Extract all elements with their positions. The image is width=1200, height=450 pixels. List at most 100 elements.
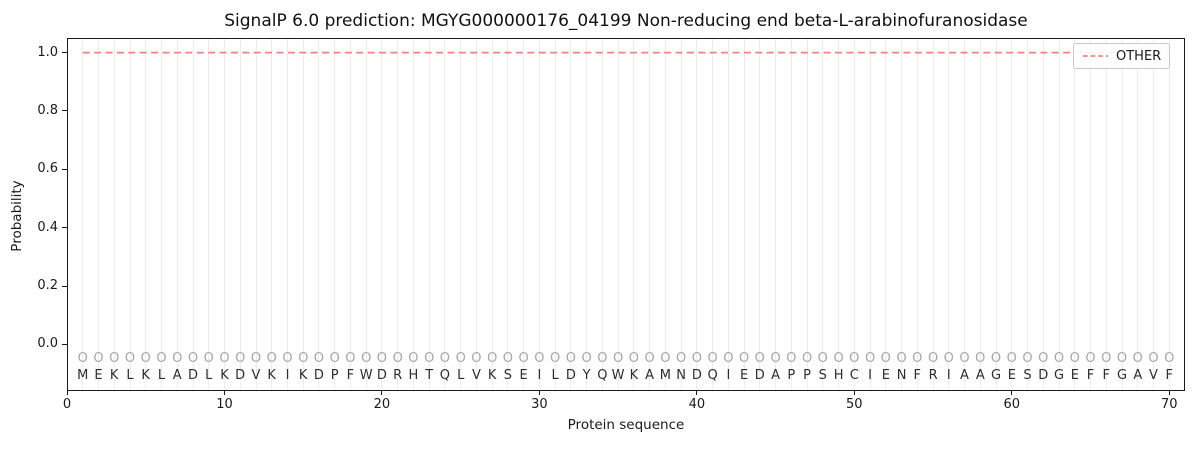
residue-marker: O	[1053, 351, 1065, 367]
residue-letter: C	[849, 368, 859, 384]
y-tick-label: 0.2	[37, 278, 58, 293]
residue-letter: G	[1053, 368, 1065, 384]
residue-letter: S	[503, 368, 513, 384]
chart-title: SignalP 6.0 prediction: MGYG000000176_04…	[224, 11, 1028, 31]
residue-marker: O	[707, 351, 718, 367]
residue-marker: O	[250, 351, 262, 367]
residue-marker: O	[1006, 351, 1017, 367]
residue-letter: N	[896, 368, 907, 384]
residue-marker: O	[93, 351, 104, 367]
gridline	[349, 38, 351, 391]
y-tick-mark	[62, 343, 67, 345]
x-tick-mark	[381, 391, 383, 395]
residue-marker: O	[1038, 351, 1049, 367]
residue-letter: A	[172, 368, 182, 384]
gridline	[948, 38, 950, 391]
residue-marker: O	[1116, 351, 1128, 367]
residue-marker: O	[597, 351, 608, 367]
y-tick-mark	[62, 110, 67, 112]
residue-letter: F	[913, 368, 922, 384]
residue-letter: G	[1116, 368, 1128, 384]
gridline	[208, 38, 210, 391]
gridline	[995, 38, 997, 391]
residue-letter: E	[519, 368, 528, 384]
gridline	[617, 38, 619, 391]
gridline	[885, 38, 887, 391]
residue-letter: I	[946, 368, 951, 384]
x-tick-mark	[538, 391, 540, 395]
residue-letter: I	[285, 368, 290, 384]
residue-letter: K	[109, 368, 119, 384]
residue-marker: O	[1085, 351, 1096, 367]
x-tick-mark	[1168, 391, 1170, 395]
residue-letter: F	[1165, 368, 1174, 384]
residue-marker: O	[266, 351, 277, 367]
gridline	[775, 38, 777, 391]
residue-marker: O	[990, 351, 1002, 367]
residue-marker: O	[660, 351, 671, 367]
y-tick-label: 0.6	[37, 161, 58, 177]
residue-letter: L	[157, 368, 166, 384]
residue-letter: E	[94, 368, 103, 384]
residue-marker: O	[361, 351, 372, 367]
residue-letter: E	[1070, 368, 1079, 384]
gridline	[444, 38, 446, 391]
gridline	[727, 38, 729, 391]
gridline	[932, 38, 934, 391]
gridline	[1121, 38, 1123, 391]
residue-letter: L	[551, 368, 559, 384]
residue-marker: O	[927, 351, 939, 367]
residue-letter: D	[565, 368, 576, 384]
residue-marker: O	[801, 351, 813, 367]
gridline	[822, 38, 824, 391]
x-tick-mark	[1011, 391, 1013, 395]
residue-marker: O	[1101, 351, 1112, 367]
gridline	[302, 38, 304, 391]
residue-marker: O	[408, 351, 419, 367]
legend-label: OTHER	[1116, 48, 1162, 64]
residue-letter: W	[611, 368, 625, 384]
y-tick-label: 0.4	[37, 219, 58, 235]
x-tick-mark	[224, 391, 225, 395]
x-tick-mark	[66, 391, 68, 395]
residue-marker: O	[912, 351, 923, 367]
residue-letter: H	[408, 368, 419, 384]
residue-letter: I	[868, 368, 873, 384]
residue-marker: O	[345, 351, 356, 367]
gridline	[224, 38, 225, 391]
gridline	[853, 38, 855, 391]
gridline	[176, 38, 178, 391]
residue-letter: K	[267, 368, 276, 384]
gridline	[397, 38, 399, 391]
residue-letter: N	[676, 368, 686, 384]
residue-marker: O	[1022, 351, 1033, 367]
residue-marker: O	[817, 351, 828, 367]
residue-marker: O	[298, 351, 309, 367]
gridline	[570, 38, 572, 391]
gridline	[790, 38, 792, 391]
residue-marker: O	[424, 351, 435, 367]
residue-marker: O	[959, 351, 970, 367]
residue-letter: A	[1133, 368, 1143, 384]
residue-letter: D	[187, 368, 198, 384]
residue-letter: H	[833, 368, 844, 384]
residue-letter: P	[803, 368, 812, 384]
residue-letter: Q	[707, 368, 718, 384]
gridline	[1027, 38, 1028, 391]
gridline	[633, 38, 635, 391]
residue-letter: V	[251, 368, 261, 384]
gridline	[964, 38, 965, 391]
gridline	[161, 38, 162, 391]
gridline	[1074, 38, 1076, 391]
gridline	[1137, 38, 1139, 391]
residue-marker: O	[1132, 351, 1143, 367]
gridline	[1058, 38, 1060, 391]
y-tick-label: 1.0	[37, 44, 58, 60]
residue-marker: O	[581, 351, 592, 367]
x-tick-mark	[853, 391, 855, 395]
residue-marker: O	[880, 351, 891, 367]
residue-letter: K	[220, 368, 229, 384]
residue-letter: W	[359, 368, 373, 384]
residue-marker: O	[975, 351, 986, 367]
